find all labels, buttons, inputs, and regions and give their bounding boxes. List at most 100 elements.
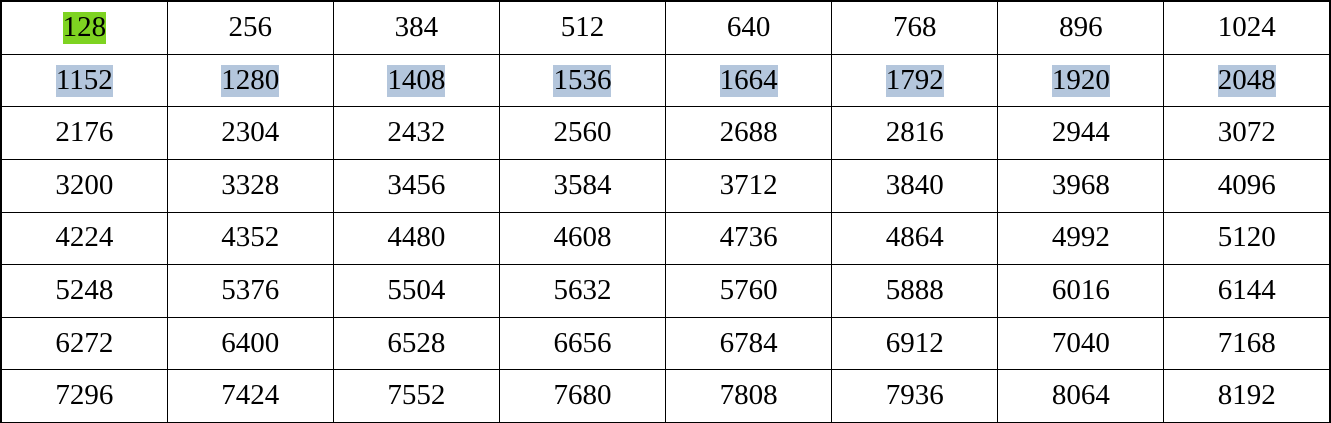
table-cell[interactable]: 1024: [1163, 0, 1331, 55]
table-cell[interactable]: 2432: [332, 106, 500, 161]
cell-value: 3200: [55, 168, 114, 201]
table-cell[interactable]: 3072: [1163, 106, 1331, 161]
table-cell[interactable]: 3456: [332, 159, 500, 213]
cell-value: 2432: [387, 116, 446, 149]
table-row: 3200 3328 3456 3584 3712 3840 3968 4096: [0, 159, 1331, 213]
table-cell[interactable]: 4224: [0, 211, 168, 266]
table-cell[interactable]: 7424: [166, 369, 334, 423]
table-cell[interactable]: 2688: [664, 106, 833, 161]
cell-value: 1024: [1217, 10, 1276, 43]
table-cell[interactable]: 640: [664, 0, 833, 55]
cell-value: 4224: [55, 221, 114, 254]
table-cell[interactable]: 1408: [332, 53, 500, 108]
table-cell[interactable]: 3712: [664, 159, 833, 213]
table-cell[interactable]: 3200: [0, 159, 168, 213]
cell-value: 5376: [221, 273, 280, 306]
cell-value: 7936: [885, 379, 944, 412]
table-cell[interactable]: 1792: [831, 53, 999, 108]
cell-value: 1664: [719, 63, 778, 97]
cell-value: 128: [62, 10, 107, 44]
cell-value: 6400: [221, 326, 280, 359]
table-cell[interactable]: 1280: [166, 53, 334, 108]
table-cell[interactable]: 5632: [498, 264, 667, 318]
table-cell[interactable]: 4096: [1163, 159, 1331, 213]
table-cell[interactable]: 896: [997, 0, 1165, 55]
cell-value: 640: [726, 10, 771, 43]
table-cell[interactable]: 2816: [831, 106, 999, 161]
table-cell[interactable]: 6400: [166, 316, 334, 371]
cell-value: 1536: [553, 63, 612, 97]
cell-value: 3456: [387, 168, 446, 201]
table-row: 2176 2304 2432 2560 2688 2816 2944 3072: [0, 106, 1331, 161]
cell-value: 5888: [885, 273, 944, 306]
table-cell[interactable]: 6144: [1163, 264, 1331, 318]
table-cell[interactable]: 2048: [1163, 53, 1331, 108]
table-cell[interactable]: 1664: [664, 53, 833, 108]
table-cell[interactable]: 6528: [332, 316, 500, 371]
table-cell[interactable]: 5888: [831, 264, 999, 318]
cell-value: 3968: [1051, 168, 1110, 201]
table-cell[interactable]: 3840: [831, 159, 999, 213]
table-cell[interactable]: 3968: [997, 159, 1165, 213]
table-cell[interactable]: 5248: [0, 264, 168, 318]
cell-value: 6784: [719, 326, 778, 359]
table-cell[interactable]: 8064: [997, 369, 1165, 423]
table-cell[interactable]: 7168: [1163, 316, 1331, 371]
table-cell[interactable]: 4352: [166, 211, 334, 266]
table-cell[interactable]: 2304: [166, 106, 334, 161]
cell-value: 4608: [553, 221, 612, 254]
table-cell[interactable]: 8192: [1163, 369, 1331, 423]
table-cell[interactable]: 7296: [0, 369, 168, 423]
table-cell[interactable]: 7552: [332, 369, 500, 423]
table-cell[interactable]: 7040: [997, 316, 1165, 371]
cell-value: 1920: [1051, 63, 1110, 97]
table-cell[interactable]: 5760: [664, 264, 833, 318]
table-cell[interactable]: 768: [831, 0, 999, 55]
cell-value: 5504: [387, 273, 446, 306]
cell-value: 7424: [221, 379, 280, 412]
table-cell[interactable]: 128: [0, 0, 168, 55]
table-cell[interactable]: 3584: [498, 159, 667, 213]
table-cell[interactable]: 6656: [498, 316, 667, 371]
table-cell[interactable]: 256: [166, 0, 334, 55]
table-cell[interactable]: 1920: [997, 53, 1165, 108]
cell-value: 2304: [221, 116, 280, 149]
table-cell[interactable]: 4864: [831, 211, 999, 266]
cell-value: 6144: [1217, 273, 1276, 306]
table-cell[interactable]: 6784: [664, 316, 833, 371]
cell-value: 3072: [1217, 116, 1276, 149]
cell-value: 5120: [1217, 221, 1276, 254]
cell-value: 6528: [387, 326, 446, 359]
table-cell[interactable]: 4736: [664, 211, 833, 266]
table-row: 1152 1280 1408 1536 1664 1792 1920 2048: [0, 53, 1331, 108]
table-cell[interactable]: 2560: [498, 106, 667, 161]
cell-value: 1280: [221, 63, 280, 97]
cell-value: 7680: [553, 379, 612, 412]
table-cell[interactable]: 5120: [1163, 211, 1331, 266]
table-cell[interactable]: 4480: [332, 211, 500, 266]
table-cell[interactable]: 7936: [831, 369, 999, 423]
cell-value: 768: [892, 10, 937, 43]
table-cell[interactable]: 5504: [332, 264, 500, 318]
table-cell[interactable]: 5376: [166, 264, 334, 318]
table-cell[interactable]: 4992: [997, 211, 1165, 266]
table-cell[interactable]: 7680: [498, 369, 667, 423]
cell-value: 4480: [387, 221, 446, 254]
table-cell[interactable]: 512: [498, 0, 667, 55]
table-cell[interactable]: 4608: [498, 211, 667, 266]
cell-value: 5760: [719, 273, 778, 306]
table-cell[interactable]: 3328: [166, 159, 334, 213]
cell-value: 3840: [885, 168, 944, 201]
table-cell[interactable]: 6912: [831, 316, 999, 371]
table-cell[interactable]: 2176: [0, 106, 168, 161]
table-cell[interactable]: 6016: [997, 264, 1165, 318]
table-cell[interactable]: 1536: [498, 53, 667, 108]
table-cell[interactable]: 7808: [664, 369, 833, 423]
cell-value: 2560: [553, 116, 612, 149]
table-cell[interactable]: 384: [332, 0, 500, 55]
table-cell[interactable]: 2944: [997, 106, 1165, 161]
cell-value: 6016: [1051, 273, 1110, 306]
cell-value: 4992: [1051, 221, 1110, 254]
table-cell[interactable]: 6272: [0, 316, 168, 371]
table-cell[interactable]: 1152: [0, 53, 168, 108]
